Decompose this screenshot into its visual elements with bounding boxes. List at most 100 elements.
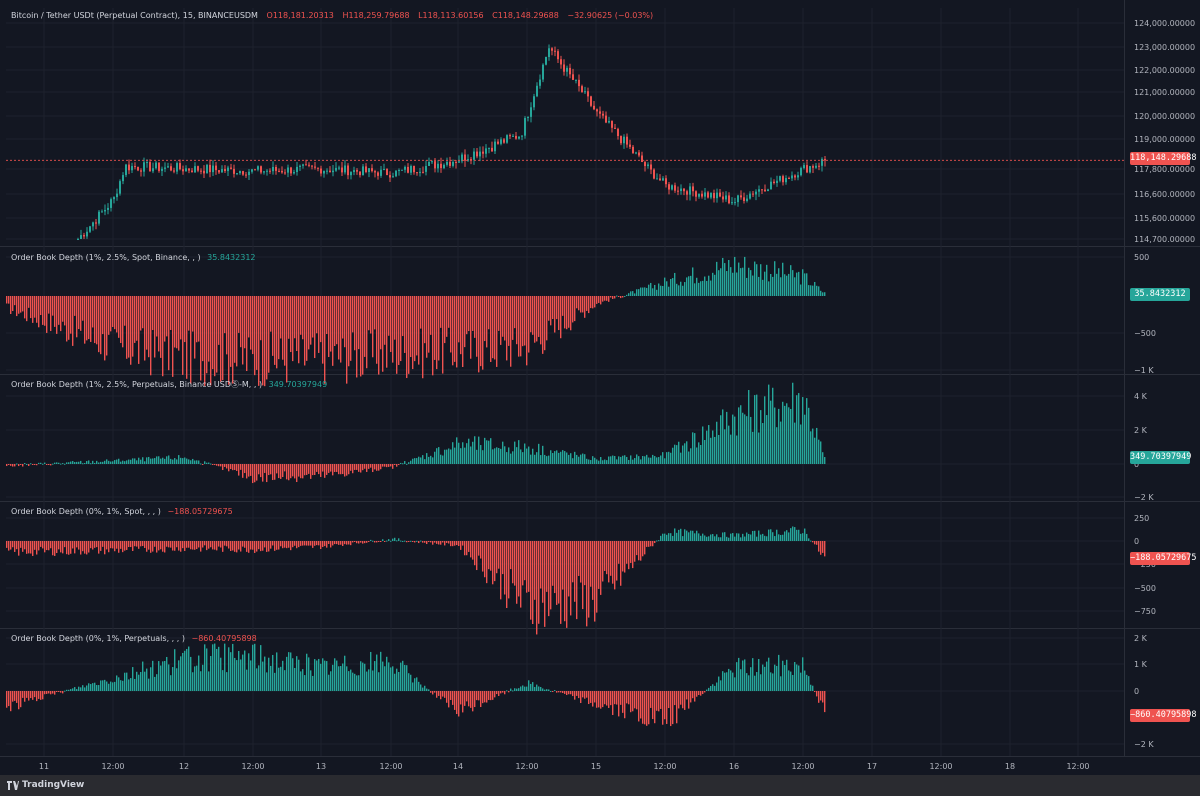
price-candle — [617, 128, 619, 137]
pane4-bar — [502, 691, 504, 693]
pane1-legend[interactable]: Order Book Depth (1%, 2.5%, Spot, Binanc… — [11, 252, 256, 264]
pane3-bar — [716, 534, 718, 541]
pane4-bar — [120, 680, 122, 691]
price-tag: 118,148.29688 — [1130, 152, 1197, 165]
pane1-bar — [666, 281, 668, 296]
pane4-bar — [446, 691, 448, 703]
pane1-bar — [82, 296, 84, 321]
pane1-bar — [170, 296, 172, 330]
pane4-legend[interactable]: Order Book Depth (0%, 1%, Perpetuals, , … — [11, 633, 257, 645]
pane1-bar — [464, 296, 466, 348]
pane3-bar — [460, 541, 462, 550]
pane1-bar — [228, 296, 230, 385]
pane2-bar — [472, 441, 474, 464]
pane2-legend[interactable]: Order Book Depth (1%, 2.5%, Perpetuals, … — [11, 379, 327, 391]
pane4-bar — [760, 674, 762, 691]
pane4-bar — [384, 666, 386, 691]
pane4-bar — [162, 661, 164, 691]
pane1-bar — [132, 296, 134, 357]
pane2-bar — [584, 454, 586, 464]
pane2-bar — [120, 461, 122, 464]
pane2-bar — [348, 464, 350, 475]
pane2-bar — [560, 451, 562, 464]
pane1-bar — [154, 296, 156, 358]
pane1-bar — [664, 277, 666, 296]
pane3-bar — [380, 541, 382, 542]
pane2-bar — [30, 463, 32, 465]
pane4-bar — [768, 657, 770, 691]
pane1-bar — [618, 296, 620, 297]
pane2-bar — [506, 452, 508, 464]
price-candle — [653, 169, 655, 179]
price-candle — [395, 170, 397, 177]
pane1-bar — [822, 292, 824, 296]
pane2-bar — [248, 464, 250, 477]
pane4-bar — [346, 666, 348, 691]
price-candle — [689, 186, 691, 195]
pane2-bar — [746, 416, 748, 464]
pane4-bar — [218, 646, 220, 691]
pane4-bar — [658, 691, 660, 712]
pane2-bar — [564, 451, 566, 464]
pane3-bar — [776, 529, 778, 541]
pane4-bar — [332, 664, 334, 691]
chart-canvas[interactable]: 11 12:00 12 12:00 13 12:00 14 12:00 15 12:00 16 12:… — [0, 0, 1200, 775]
price-candle — [401, 169, 403, 171]
pane3-bar — [622, 541, 624, 572]
pane3-bar — [338, 541, 340, 545]
pane1-bar — [110, 296, 112, 332]
pane4-bar — [754, 675, 756, 691]
pane1-bar — [812, 285, 814, 296]
pane3-bar — [256, 541, 258, 552]
pane4-bar — [596, 691, 598, 708]
price-candle — [665, 178, 667, 185]
pane2-bar — [670, 452, 672, 464]
price-candle — [359, 171, 361, 176]
pane1-bar — [326, 296, 328, 335]
pane1-bar — [536, 296, 538, 342]
pane2-bar — [116, 459, 118, 464]
pane4-bar — [468, 691, 470, 707]
pane2-bar — [740, 405, 742, 464]
pane1-bar — [720, 268, 722, 296]
pane3-bar — [206, 541, 208, 551]
pane2-bar — [434, 451, 436, 464]
price-candle — [233, 168, 235, 174]
price-tick-0: 124,000.00000 — [1134, 19, 1195, 28]
pane3-bar — [576, 541, 578, 620]
pane1-bar — [172, 296, 174, 377]
tradingview-brand[interactable]: TradingView — [7, 780, 84, 790]
price-candle — [236, 173, 238, 175]
pane1-bar — [182, 296, 184, 375]
pane1-bar — [432, 296, 434, 376]
pane3-bar — [798, 529, 800, 541]
pane4-bar — [676, 691, 678, 724]
pane4-bar — [738, 657, 740, 691]
pane4-bar — [412, 682, 414, 691]
price-candle — [404, 166, 406, 170]
pane4-bar — [556, 691, 558, 693]
pane4-bar — [478, 691, 480, 701]
pane3-bar — [420, 540, 422, 542]
pane3-legend[interactable]: Order Book Depth (0%, 1%, Spot, , , ) −1… — [11, 506, 233, 518]
price-candle — [164, 167, 166, 169]
price-candle — [149, 162, 151, 172]
pane1-bar — [356, 296, 358, 378]
pane4-bar — [618, 691, 620, 717]
pane1-bar — [396, 296, 398, 374]
pane3-bar — [578, 541, 580, 576]
pane3-bar — [644, 541, 646, 555]
pane4-bar — [494, 691, 496, 698]
pane2-bar — [394, 464, 396, 465]
pane2-bar — [62, 463, 64, 465]
price-candle — [77, 239, 79, 240]
pane4-bar — [690, 691, 692, 703]
pane4-bar — [34, 691, 36, 698]
pane2-bar — [334, 464, 336, 472]
pane3-bar — [86, 541, 88, 555]
pane3-bar — [738, 533, 740, 541]
main-legend[interactable]: Bitcoin / Tether USDt (Perpetual Contrac… — [11, 10, 653, 22]
pane1-bar — [592, 296, 594, 309]
price-candle — [380, 169, 382, 176]
pane1-bar — [814, 281, 816, 296]
